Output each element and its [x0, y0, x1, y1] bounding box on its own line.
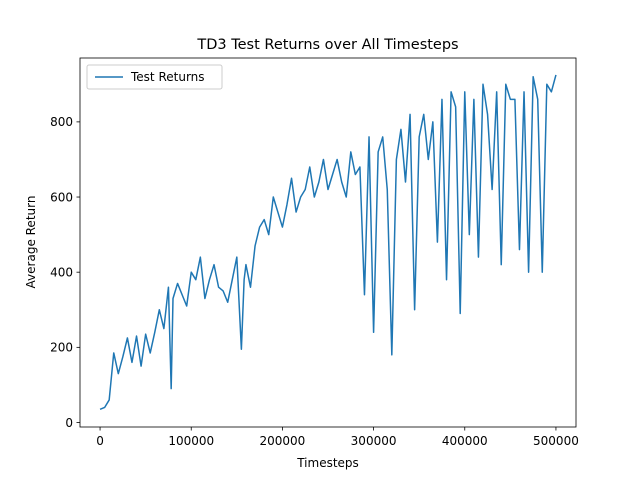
- y-tick-label: 0: [65, 416, 73, 430]
- legend: Test Returns: [86, 64, 223, 90]
- x-axis-label: Timesteps: [296, 456, 359, 470]
- series-line-test-returns: [99, 74, 557, 411]
- legend-box: [86, 64, 223, 90]
- x-tick-label: 300000: [351, 434, 397, 448]
- x-axis: 0 100000 200000 300000 400000 500000: [96, 427, 579, 448]
- y-tick-label: 800: [50, 115, 73, 129]
- x-tick-label: 400000: [442, 434, 488, 448]
- plot-area: [99, 74, 557, 411]
- chart-title: TD3 Test Returns over All Timesteps: [196, 37, 458, 53]
- legend-label-test-returns: Test Returns: [130, 70, 205, 84]
- y-tick-label: 200: [50, 341, 73, 355]
- x-tick-label: 500000: [533, 434, 579, 448]
- y-tick-label: 600: [50, 190, 73, 204]
- x-tick-label: 200000: [260, 434, 306, 448]
- y-tick-label: 400: [50, 265, 73, 279]
- x-tick-label: 100000: [168, 434, 214, 448]
- axes-frame: [79, 57, 577, 428]
- y-axis: 0 200 400 600 800: [50, 115, 80, 430]
- x-tick-label: 0: [96, 434, 104, 448]
- y-axis-label: Average Return: [24, 196, 38, 289]
